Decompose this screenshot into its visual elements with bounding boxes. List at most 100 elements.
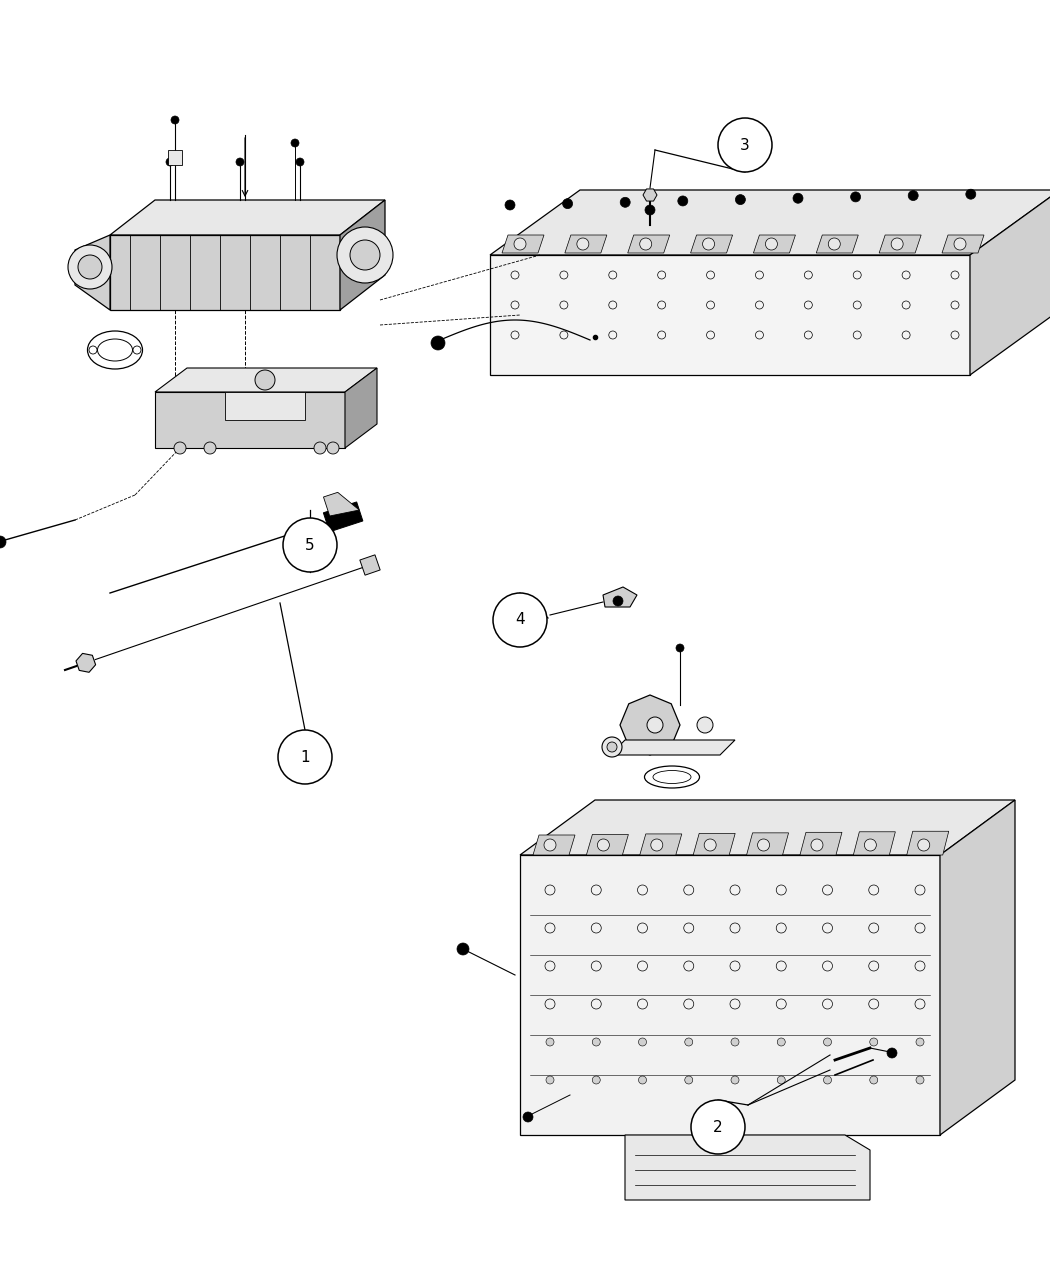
Circle shape (514, 238, 526, 250)
Circle shape (891, 238, 903, 250)
Polygon shape (345, 368, 377, 448)
Circle shape (811, 839, 823, 850)
Text: 4: 4 (516, 612, 525, 627)
Polygon shape (940, 799, 1015, 1135)
Circle shape (864, 839, 877, 850)
Circle shape (505, 200, 514, 210)
Circle shape (828, 238, 840, 250)
Polygon shape (110, 235, 340, 310)
Circle shape (639, 238, 652, 250)
Circle shape (613, 595, 623, 606)
Circle shape (887, 1048, 897, 1058)
Circle shape (546, 1076, 554, 1084)
Circle shape (284, 518, 337, 572)
Circle shape (765, 238, 777, 250)
Text: 5: 5 (306, 538, 315, 552)
Circle shape (607, 742, 617, 752)
Polygon shape (502, 235, 544, 252)
Polygon shape (360, 555, 380, 575)
Circle shape (592, 1076, 601, 1084)
Polygon shape (155, 368, 377, 391)
Circle shape (430, 337, 445, 351)
Circle shape (705, 839, 716, 850)
Circle shape (68, 245, 112, 289)
Polygon shape (586, 834, 628, 856)
Polygon shape (490, 255, 970, 375)
Circle shape (544, 839, 556, 850)
Circle shape (702, 238, 715, 250)
Circle shape (314, 442, 326, 454)
Polygon shape (639, 834, 681, 856)
Circle shape (908, 190, 918, 200)
Circle shape (685, 1038, 693, 1046)
Polygon shape (520, 856, 940, 1135)
Circle shape (291, 139, 299, 147)
Circle shape (457, 944, 469, 955)
Polygon shape (879, 235, 921, 252)
Circle shape (731, 1076, 739, 1084)
Circle shape (327, 442, 339, 454)
Circle shape (869, 1076, 878, 1084)
Circle shape (757, 839, 770, 850)
Circle shape (255, 370, 275, 390)
Polygon shape (747, 833, 789, 856)
Circle shape (546, 1038, 554, 1046)
Circle shape (777, 1076, 785, 1084)
Circle shape (793, 194, 803, 203)
Circle shape (823, 1076, 832, 1084)
Polygon shape (610, 740, 735, 755)
Circle shape (916, 1076, 924, 1084)
Polygon shape (754, 235, 796, 252)
Polygon shape (323, 502, 363, 532)
Polygon shape (628, 235, 670, 252)
Circle shape (563, 199, 572, 209)
Polygon shape (75, 235, 110, 310)
Circle shape (823, 1038, 832, 1046)
Polygon shape (155, 391, 345, 448)
Polygon shape (533, 835, 575, 856)
Circle shape (916, 1038, 924, 1046)
Polygon shape (800, 833, 842, 856)
Circle shape (735, 195, 746, 204)
Polygon shape (816, 235, 858, 252)
Circle shape (576, 238, 589, 250)
Circle shape (296, 158, 304, 166)
Circle shape (918, 839, 929, 850)
Polygon shape (970, 190, 1050, 375)
Circle shape (691, 1100, 745, 1154)
Circle shape (966, 189, 975, 199)
Polygon shape (942, 235, 984, 252)
Circle shape (602, 737, 622, 757)
Polygon shape (620, 695, 680, 755)
Circle shape (645, 205, 655, 215)
Polygon shape (340, 200, 385, 310)
Circle shape (647, 717, 663, 733)
Circle shape (236, 158, 244, 166)
Polygon shape (907, 831, 949, 856)
Circle shape (204, 442, 216, 454)
Circle shape (651, 839, 663, 850)
Polygon shape (565, 235, 607, 252)
Circle shape (621, 198, 630, 208)
Polygon shape (693, 834, 735, 856)
Circle shape (523, 1112, 533, 1122)
Text: 2: 2 (713, 1119, 722, 1135)
Circle shape (697, 717, 713, 733)
Circle shape (78, 255, 102, 279)
Polygon shape (168, 150, 182, 164)
Polygon shape (643, 189, 657, 201)
Polygon shape (603, 586, 637, 607)
Circle shape (597, 839, 609, 850)
Circle shape (731, 1038, 739, 1046)
Polygon shape (110, 200, 385, 235)
Polygon shape (520, 799, 1015, 856)
Circle shape (638, 1076, 647, 1084)
Polygon shape (854, 831, 896, 856)
Circle shape (494, 593, 547, 646)
Circle shape (777, 1038, 785, 1046)
Circle shape (678, 196, 688, 207)
Circle shape (592, 1038, 601, 1046)
Circle shape (174, 442, 186, 454)
Circle shape (171, 116, 178, 124)
Text: 3: 3 (740, 138, 750, 153)
